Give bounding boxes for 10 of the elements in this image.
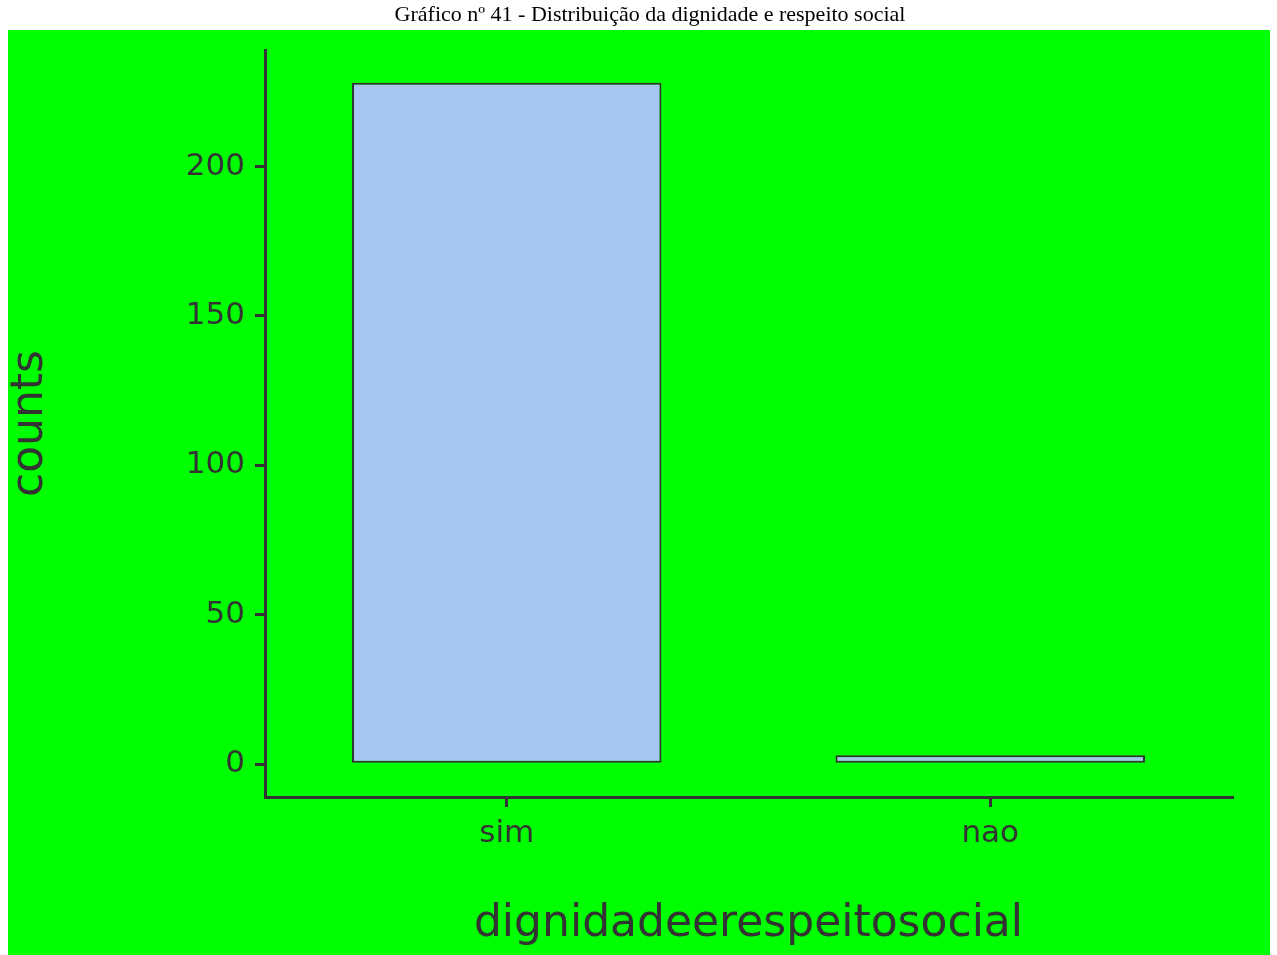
x-tick-label: sim xyxy=(479,812,535,849)
x-axis-title: dignidadeerespeitosocial xyxy=(473,895,1024,947)
y-tick-label: 200 xyxy=(185,145,245,182)
y-tick-label: 100 xyxy=(185,444,245,481)
y-axis-title: counts xyxy=(0,349,52,498)
chart-title: Gráfico nº 41 - Distribuição da dignidade e respeito social xyxy=(394,0,906,26)
y-tick-label: 50 xyxy=(205,593,245,630)
x-tick-label: nao xyxy=(961,812,1020,849)
y-tick-label: 150 xyxy=(185,294,245,331)
y-tick-label: 0 xyxy=(225,743,245,780)
